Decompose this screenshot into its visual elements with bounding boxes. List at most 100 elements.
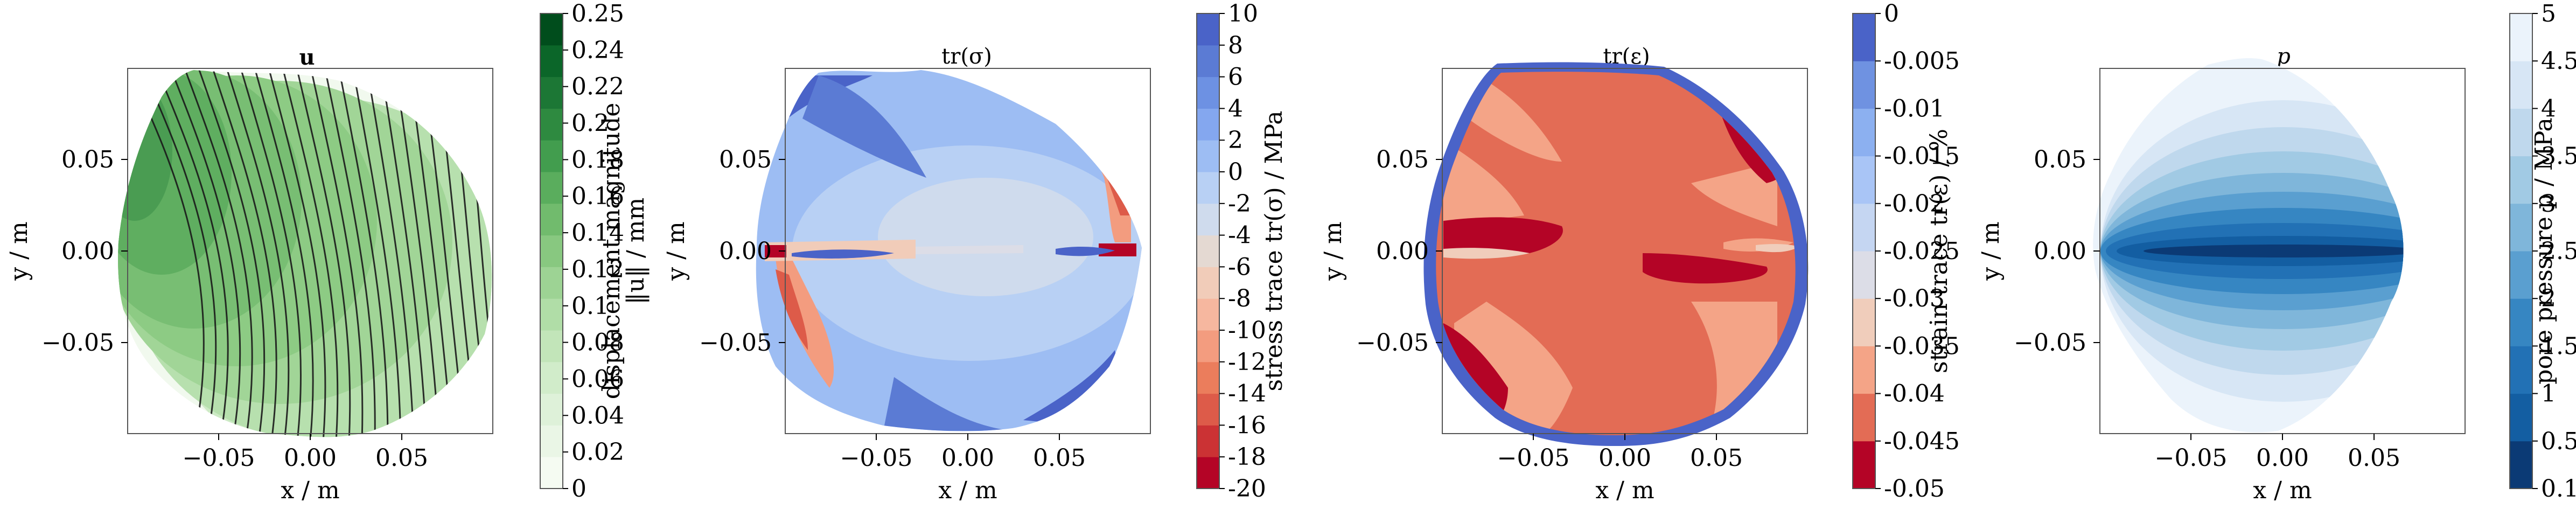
colorbar-level bbox=[1197, 140, 1219, 172]
colorbar-level bbox=[540, 330, 563, 362]
colorbar-tick-label: -14 bbox=[1228, 380, 1266, 408]
panel2-colorbar: 10 8 6 4 2 0 -2 -4 -6 -8 -10 -12 -14 -16 -18 -20 stress… bbox=[1196, 0, 1288, 503]
colorbar-level bbox=[540, 235, 563, 267]
colorbar-level bbox=[2510, 441, 2532, 489]
y-tick: 0.05 bbox=[2034, 146, 2086, 173]
colorbar-level bbox=[540, 393, 563, 426]
streamline bbox=[296, 70, 351, 437]
colorbar-level bbox=[1197, 203, 1219, 236]
x-tick: −0.05 bbox=[2155, 444, 2228, 472]
panel4-title: p bbox=[2277, 44, 2291, 69]
x-tick: 0.00 bbox=[1598, 444, 1651, 472]
colorbar-level bbox=[540, 425, 563, 457]
x-tick: 0.05 bbox=[375, 444, 428, 472]
streamline bbox=[282, 70, 339, 437]
streamline bbox=[394, 70, 441, 437]
colorbar-level bbox=[2510, 346, 2532, 394]
colorbar-tick-label: -12 bbox=[1228, 348, 1266, 376]
streamline bbox=[170, 70, 241, 437]
colorbar-level bbox=[2510, 298, 2532, 346]
colorbar-level bbox=[1197, 393, 1219, 426]
panel1-colorbar: 0.25 0.24 0.22 0.2 0.18 0.16 0.14 0.12 0.1 0.08 0.… bbox=[540, 0, 650, 503]
colorbar-level bbox=[1853, 441, 1875, 489]
colorbar-tick-label: 0.1 bbox=[2541, 475, 2576, 503]
panel3-colorbar: 0 -0.005 -0.01 -0.015 -0.02 -0.025 -0.03 -0.035… bbox=[1852, 0, 1960, 503]
colorbar-level bbox=[1197, 361, 1219, 394]
streamline bbox=[352, 70, 402, 437]
colorbar1-label2: ‖u‖ / mm bbox=[622, 198, 650, 305]
panel4-x-ticks: −0.05 0.00 0.05 bbox=[2155, 434, 2400, 472]
streamline bbox=[338, 70, 389, 437]
colorbar-level bbox=[1197, 76, 1219, 109]
colorbar-tick-label: -18 bbox=[1228, 443, 1266, 471]
colorbar-level bbox=[1197, 45, 1219, 78]
y-tick: 0.00 bbox=[2034, 238, 2086, 265]
colorbar-level bbox=[2510, 203, 2532, 252]
colorbar-tick-label: 0 bbox=[1228, 158, 1243, 186]
panel3-field bbox=[1423, 62, 1809, 447]
colorbar-tick-label: 4 bbox=[1228, 95, 1243, 122]
colorbar-level bbox=[1197, 235, 1219, 267]
x-tick: 0.05 bbox=[2348, 444, 2400, 472]
colorbar-level bbox=[2510, 156, 2532, 204]
colorbar-tick-label: 5 bbox=[2541, 0, 2556, 27]
y-tick: 0.05 bbox=[1376, 146, 1429, 173]
colorbar-tick-label: 0.12 bbox=[571, 256, 624, 283]
colorbar-tick-label: 1 bbox=[2541, 380, 2556, 408]
y-tick: 0.00 bbox=[61, 238, 114, 265]
colorbar-tick-label: 0.04 bbox=[571, 402, 624, 429]
panel-pressure: p −0.05 0.00 0.05 0.05 0.00 bbox=[1977, 0, 2576, 504]
colorbar-tick-label: -0.045 bbox=[1884, 428, 1960, 455]
panel2-ylabel: y / m bbox=[662, 221, 690, 281]
colorbar4-label: pore pressure p / MPa bbox=[2530, 117, 2558, 384]
colorbar-level bbox=[540, 45, 563, 78]
streamline bbox=[156, 70, 229, 437]
colorbar-tick-label: -10 bbox=[1228, 317, 1266, 344]
x-tick: 0.00 bbox=[941, 444, 994, 472]
colorbar2-label: stress trace tr(σ) / MPa bbox=[1260, 111, 1288, 392]
colorbar-level bbox=[540, 457, 563, 489]
colorbar-tick-label: 4.5 bbox=[2541, 47, 2576, 75]
panel3-x-ticks: −0.05 0.00 0.05 bbox=[1497, 434, 1743, 472]
y-tick: −0.05 bbox=[41, 329, 114, 357]
colorbar-tick-label: 0.08 bbox=[571, 329, 624, 357]
colorbar-level bbox=[540, 13, 563, 46]
colorbar-tick-label: -0.005 bbox=[1884, 47, 1960, 75]
colorbar-tick-label: 0.2 bbox=[571, 110, 609, 137]
colorbar-tick-label: 0.25 bbox=[571, 0, 624, 27]
colorbar-level bbox=[2510, 251, 2532, 299]
colorbar-tick-label: 8 bbox=[1228, 32, 1243, 59]
x-tick: −0.05 bbox=[840, 444, 913, 472]
streamline bbox=[254, 70, 314, 437]
colorbar-level bbox=[2510, 61, 2532, 109]
x-tick: −0.05 bbox=[183, 444, 255, 472]
colorbar-level bbox=[1197, 330, 1219, 362]
colorbar-tick-label: -2 bbox=[1228, 190, 1251, 218]
streamline bbox=[324, 70, 376, 437]
colorbar-tick-label: 0.02 bbox=[571, 438, 624, 466]
panel-stress: tr(σ) −0.05 0.00 0.05 bbox=[662, 0, 1288, 504]
streamline bbox=[268, 70, 326, 437]
y-tick: −0.05 bbox=[699, 329, 772, 357]
colorbar-level bbox=[1853, 346, 1875, 394]
panel1-x-ticks: −0.05 0.00 0.05 bbox=[183, 434, 428, 472]
streamline bbox=[366, 70, 415, 437]
panel3-ylabel: y / m bbox=[1320, 221, 1347, 281]
colorbar-tick-label: -6 bbox=[1228, 253, 1251, 281]
colorbar-level bbox=[1853, 108, 1875, 157]
colorbar-level bbox=[540, 203, 563, 236]
streamline bbox=[212, 70, 277, 437]
colorbar-level bbox=[1853, 393, 1875, 442]
streamline bbox=[380, 70, 428, 437]
y-tick: −0.05 bbox=[2014, 329, 2086, 357]
colorbar-tick-label: -16 bbox=[1228, 412, 1266, 439]
colorbar-level bbox=[1197, 108, 1219, 141]
colorbar-level bbox=[540, 172, 563, 204]
streamline bbox=[226, 70, 290, 437]
streamline bbox=[142, 70, 217, 437]
colorbar-level bbox=[2510, 13, 2532, 61]
colorbar-tick-label: -8 bbox=[1228, 285, 1251, 312]
colorbar-tick-label: 0.22 bbox=[571, 73, 624, 101]
x-tick: 0.00 bbox=[284, 444, 337, 472]
